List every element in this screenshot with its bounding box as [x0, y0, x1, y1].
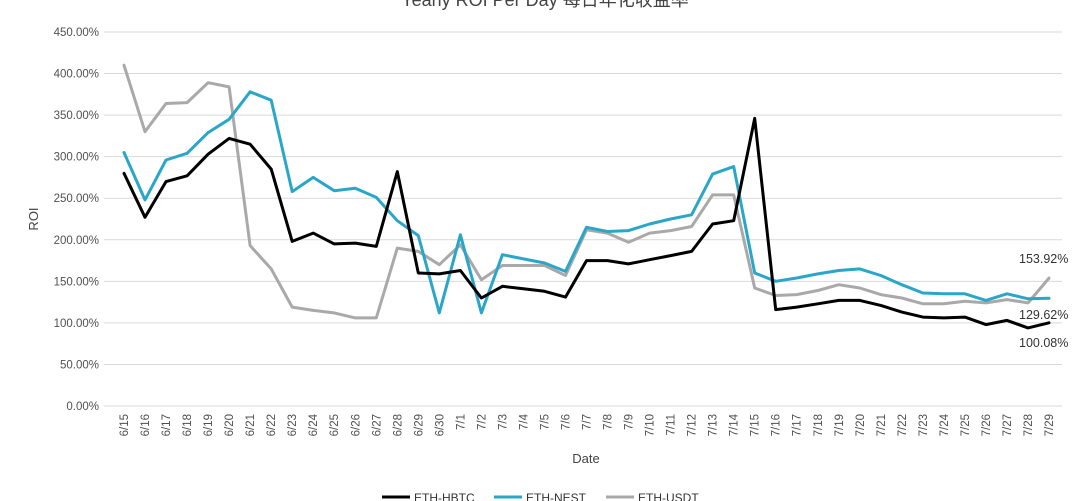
x-tick-label: 7/20 [855, 414, 867, 436]
x-tick-label: 7/15 [750, 414, 762, 436]
x-tick-label: 7/11 [666, 414, 678, 436]
x-tick-label: 7/1 [455, 414, 467, 430]
series-line-eth-usdt [122, 63, 1051, 320]
series-lines [122, 63, 1051, 330]
y-tick-label: 100.00% [54, 318, 99, 330]
x-tick-label: 6/25 [329, 414, 341, 436]
x-axis-tick-labels: 6/15 6/16 6/17 6/18 6/19 6/20 6/21 6/22 6/23 6/24… [119, 413, 1056, 436]
x-tick-label: 7/5 [539, 414, 551, 430]
x-tick-label: 7/27 [1002, 414, 1014, 436]
x-axis-title: Date [572, 451, 599, 466]
x-tick-label: 6/28 [392, 414, 404, 436]
x-tick-label: 7/26 [981, 414, 993, 436]
x-tick-label: 6/24 [308, 413, 320, 436]
x-tick-label: 7/14 [729, 413, 741, 436]
x-tick-label: 7/28 [1023, 414, 1035, 436]
x-tick-label: 6/19 [203, 414, 215, 436]
x-tick-label: 6/27 [371, 414, 383, 436]
x-tick-label: 6/22 [266, 414, 278, 436]
series-line-eth-nest [122, 90, 1051, 315]
y-tick-label: 450.00% [54, 27, 99, 39]
legend-label: ETH-NEST [526, 491, 587, 501]
x-tick-label: 7/22 [897, 414, 909, 436]
x-tick-label: 7/7 [582, 414, 594, 430]
y-tick-label: 0.00% [66, 401, 99, 413]
legend: ETH-HBTC ETH-NEST ETH-USDT [382, 491, 699, 501]
x-tick-label: 6/15 [119, 414, 131, 436]
series-line-eth-hbtc [122, 116, 1051, 330]
x-tick-label: 7/17 [792, 414, 804, 436]
data-label-eth-usdt: 153.92% [1019, 252, 1068, 266]
data-labels: 100.08% 129.62% 153.92% [1019, 252, 1068, 350]
y-tick-label: 350.00% [54, 110, 99, 122]
y-axis-tick-labels: 0.00% 50.00% 100.00% 150.00% 200.00% 250.00% 3… [54, 27, 99, 413]
x-tick-label: 6/17 [161, 414, 173, 436]
y-tick-label: 300.00% [54, 152, 99, 164]
data-label-eth-nest: 129.62% [1019, 308, 1068, 322]
y-axis-title: ROI [26, 207, 41, 230]
x-tick-label: 7/23 [918, 414, 930, 436]
y-tick-label: 400.00% [54, 69, 99, 81]
x-tick-label: 7/3 [497, 414, 509, 430]
x-tick-label: 7/25 [960, 414, 972, 436]
legend-label: ETH-USDT [638, 491, 699, 501]
x-tick-label: 7/10 [645, 414, 657, 436]
y-tick-label: 200.00% [54, 235, 99, 247]
x-tick-label: 6/30 [434, 414, 446, 436]
data-label-eth-hbtc: 100.08% [1019, 336, 1068, 350]
x-tick-label: 7/12 [687, 414, 699, 436]
x-tick-label: 6/18 [182, 414, 194, 436]
legend-label: ETH-HBTC [414, 491, 475, 501]
y-tick-label: 50.00% [60, 359, 99, 371]
x-tick-label: 6/21 [245, 414, 257, 436]
x-tick-label: 7/8 [603, 414, 615, 430]
x-tick-label: 6/16 [140, 414, 152, 436]
x-tick-label: 7/18 [813, 414, 825, 436]
x-tick-label: 7/19 [834, 414, 846, 436]
x-tick-label: 7/24 [939, 413, 951, 436]
y-tick-label: 250.00% [54, 193, 99, 205]
x-tick-label: 7/6 [560, 414, 572, 430]
chart-title: Yearly ROI Per Day 每日年化收益率 [401, 0, 688, 10]
x-tick-label: 6/20 [224, 414, 236, 436]
x-tick-label: 7/29 [1044, 414, 1056, 436]
x-tick-label: 7/2 [476, 414, 488, 430]
x-tick-label: 6/26 [350, 414, 362, 436]
x-tick-label: 7/16 [771, 414, 783, 436]
x-tick-label: 7/21 [876, 414, 888, 436]
x-tick-label: 7/4 [518, 413, 530, 430]
x-tick-label: 6/29 [413, 414, 425, 436]
x-tick-label: 7/13 [708, 414, 720, 436]
x-tick-label: 6/23 [287, 414, 299, 436]
x-tick-label: 7/9 [624, 414, 636, 430]
y-tick-label: 150.00% [54, 276, 99, 288]
